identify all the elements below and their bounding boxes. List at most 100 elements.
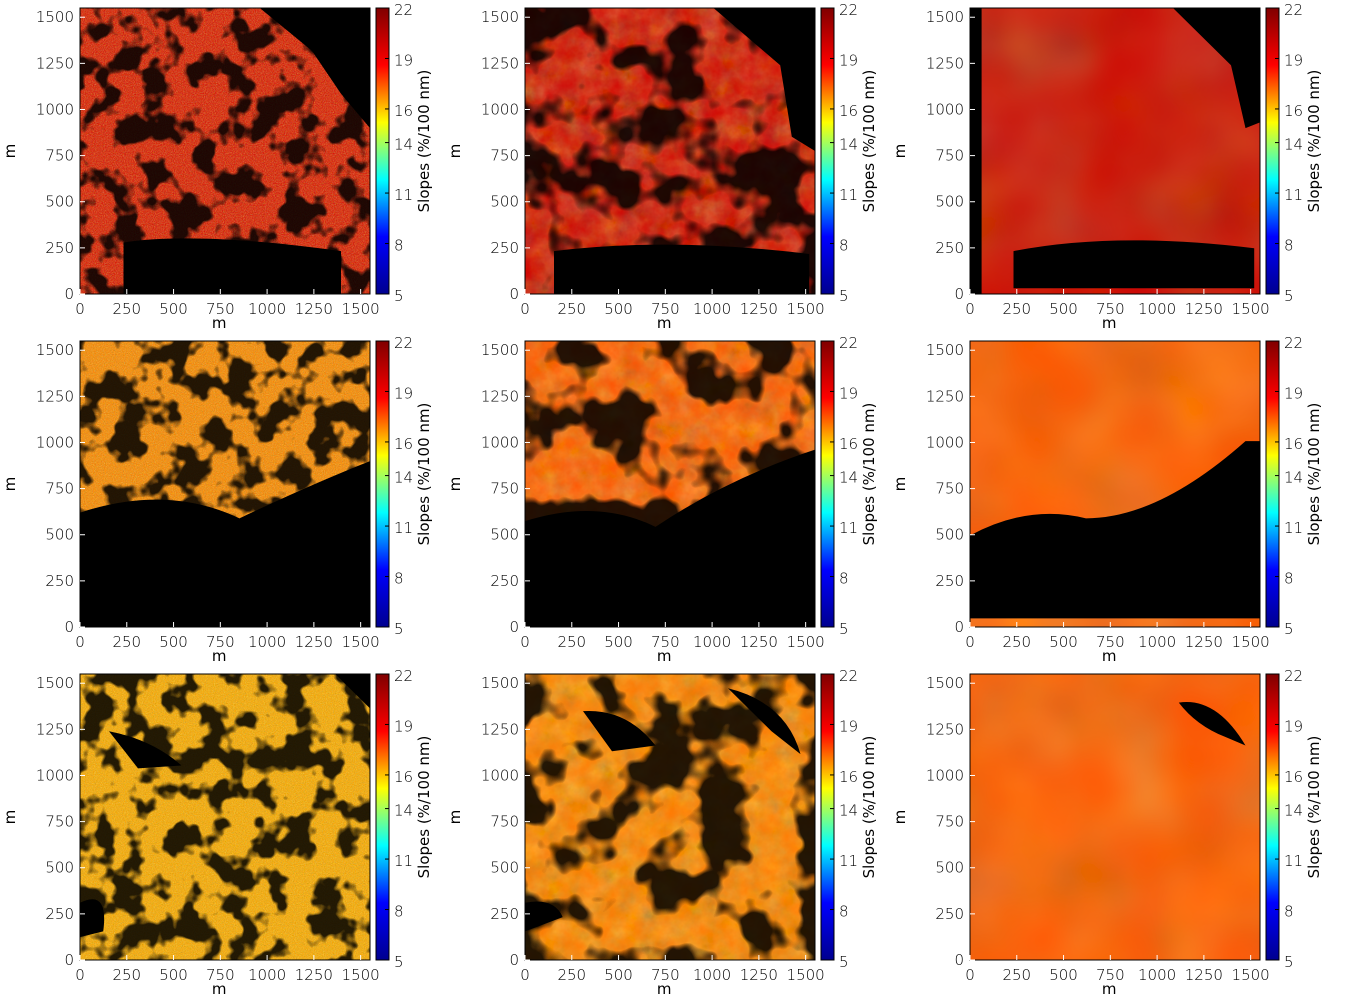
x-tick-label: 1000 (1138, 966, 1176, 984)
y-axis-title: m (446, 477, 464, 492)
x-tick-label: 0 (75, 300, 85, 318)
colorbar-tick-label: 19 (394, 384, 413, 402)
x-tick-label: 750 (1096, 633, 1125, 651)
colorbar-title: Slopes (%/100 nm) (860, 70, 878, 213)
y-tick-label: 1500 (36, 674, 74, 692)
x-tick-label: 1500 (342, 966, 380, 984)
colorbar-tick-label: 16 (394, 435, 413, 453)
colorbar-tick-label: 14 (839, 136, 858, 154)
y-tick-label: 250 (45, 239, 74, 257)
y-tick-label: 250 (45, 572, 74, 590)
colorbar (375, 340, 390, 628)
y-tick-label: 1500 (481, 8, 519, 26)
y-tick-label: 1000 (481, 766, 519, 784)
colorbar-tick-label: 22 (1284, 334, 1303, 352)
y-tick-label: 500 (490, 193, 519, 211)
x-tick-label: 500 (1049, 966, 1078, 984)
colorbar-title: Slopes (%/100 nm) (415, 403, 433, 546)
colorbar-tick-label: 14 (394, 469, 413, 487)
x-axis-title: m (1102, 980, 1117, 996)
y-tick-label: 500 (935, 859, 964, 877)
plot-frame (524, 340, 816, 628)
colorbar (820, 7, 835, 295)
colorbar (1265, 673, 1280, 961)
colorbar-tick-label: 11 (1284, 852, 1303, 870)
y-tick-label: 500 (45, 859, 74, 877)
colorbar-tick-label: 19 (394, 51, 413, 69)
x-tick-label: 250 (112, 633, 141, 651)
colorbar-title: Slopes (%/100 nm) (860, 736, 878, 879)
x-tick-label: 0 (520, 300, 530, 318)
y-tick-label: 250 (490, 239, 519, 257)
x-tick-label: 750 (206, 633, 235, 651)
heatmap-image (970, 8, 1260, 294)
colorbar-tick-label: 5 (394, 287, 404, 305)
y-tick-label: 500 (490, 526, 519, 544)
x-tick-label: 750 (651, 966, 680, 984)
heatmap-panel-row3-col1: 0 250 500 750 1000 1250 1500 0 250 500 750 1000 1250… (1, 667, 433, 996)
x-tick-label: 750 (651, 300, 680, 318)
colorbar-tick-label: 8 (394, 903, 404, 921)
y-axis-title: m (1, 144, 19, 159)
x-tick-label: 250 (1002, 300, 1031, 318)
y-tick-label: 0 (954, 618, 964, 636)
colorbar-title: Slopes (%/100 nm) (1305, 403, 1323, 546)
y-tick-label: 0 (509, 951, 519, 969)
colorbar-tick-label: 8 (394, 237, 404, 255)
colorbar-tick-label: 14 (839, 802, 858, 820)
colorbar-tick-label: 11 (394, 519, 413, 537)
colorbar-title: Slopes (%/100 nm) (415, 70, 433, 213)
colorbar-tick-label: 8 (1284, 237, 1294, 255)
colorbar-tick-label: 8 (394, 570, 404, 588)
colorbar-tick-label: 19 (1284, 384, 1303, 402)
x-tick-label: 500 (159, 966, 188, 984)
x-tick-label: 0 (520, 633, 530, 651)
colorbar-tick-label: 5 (1284, 620, 1294, 638)
colorbar-tick-label: 16 (394, 102, 413, 120)
colorbar-tick-label: 16 (839, 435, 858, 453)
y-tick-label: 750 (935, 813, 964, 831)
colorbar-tick-label: 22 (839, 1, 858, 19)
plot-frame (79, 7, 371, 295)
y-tick-label: 750 (45, 147, 74, 165)
heatmap-nodata-region (1178, 701, 1246, 746)
x-tick-label: 0 (75, 966, 85, 984)
y-tick-label: 750 (45, 480, 74, 498)
colorbar-title: Slopes (%/100 nm) (415, 736, 433, 879)
colorbar-tick-label: 11 (839, 186, 858, 204)
y-tick-label: 1000 (926, 766, 964, 784)
y-axis-title: m (891, 144, 909, 159)
x-tick-label: 1500 (342, 633, 380, 651)
heatmap-panel-row1-col3: 0 250 500 750 1000 1250 1500 0 250 500 750 1000 1250… (891, 1, 1323, 332)
x-axis-title: m (1102, 314, 1117, 332)
x-tick-label: 0 (965, 300, 975, 318)
colorbar-tick-label: 19 (839, 384, 858, 402)
colorbar-tick-label: 14 (1284, 469, 1303, 487)
y-tick-label: 1000 (481, 433, 519, 451)
colorbar-tick-label: 16 (394, 768, 413, 786)
x-tick-label: 500 (1049, 300, 1078, 318)
x-tick-label: 500 (159, 300, 188, 318)
heatmap-nodata-region (123, 8, 370, 294)
y-tick-label: 750 (490, 813, 519, 831)
x-tick-label: 1000 (1138, 300, 1176, 318)
heatmap-image (80, 674, 370, 960)
plot-frame (524, 7, 816, 295)
y-tick-label: 500 (935, 526, 964, 544)
y-tick-label: 750 (490, 147, 519, 165)
x-tick-label: 250 (1002, 633, 1031, 651)
x-tick-label: 750 (206, 300, 235, 318)
x-tick-label: 1000 (248, 966, 286, 984)
y-tick-label: 250 (45, 905, 74, 923)
y-tick-label: 1250 (926, 54, 964, 72)
colorbar-tick-label: 14 (1284, 136, 1303, 154)
x-axis-title: m (657, 980, 672, 996)
x-tick-label: 1500 (787, 966, 825, 984)
colorbar-tick-label: 5 (839, 953, 849, 971)
heatmap-image (80, 8, 370, 294)
x-tick-label: 0 (520, 966, 530, 984)
y-tick-label: 0 (64, 285, 74, 303)
x-tick-label: 500 (1049, 633, 1078, 651)
heatmap-panel-row1-col1: 0 250 500 750 1000 1250 1500 0 250 500 750 1000 1250… (1, 1, 433, 332)
x-axis-title: m (657, 647, 672, 665)
